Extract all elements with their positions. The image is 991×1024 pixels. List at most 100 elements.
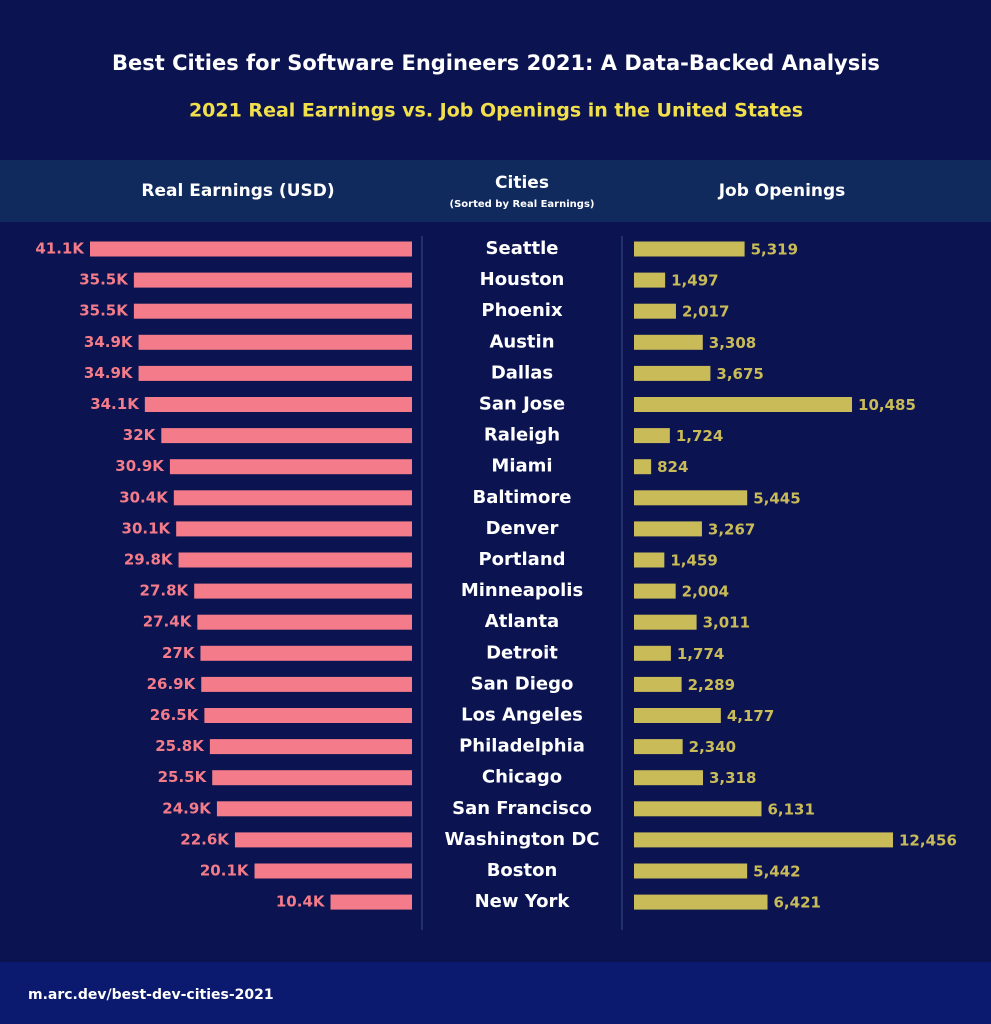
bar [634,614,697,630]
bar [204,708,412,723]
value-label: 25.5K [158,768,208,786]
value-label: 29.8K [124,551,174,569]
bar [634,645,671,661]
value-label: 35.5K [79,302,129,320]
bar [330,894,412,910]
value-label: 5,445 [753,489,800,507]
value-label: 41.1K [35,240,85,258]
value-label: 1,459 [670,552,717,570]
value-label: 27K [162,644,196,662]
category-label: Houston [480,269,565,290]
chart-title: Best Cities for Software Engineers 2021:… [112,51,880,75]
bar [634,832,893,848]
category-label: Minneapolis [461,580,583,601]
value-label: 3,318 [709,769,756,787]
value-label: 2,289 [688,676,735,694]
bar [169,459,412,475]
bar [178,552,412,568]
bar [634,459,652,475]
value-label: 2,340 [689,738,736,756]
category-label: New York [475,891,571,912]
category-label: Seattle [486,238,559,259]
bar [634,521,702,537]
bar [634,334,703,350]
category-label: San Jose [479,394,565,415]
column-note: (Sorted by Real Earnings) [450,199,595,210]
category-label: Portland [478,549,565,570]
value-label: 27.4K [143,613,193,631]
value-label: 34.9K [84,364,134,382]
bar [209,739,412,755]
value-label: 1,774 [677,645,724,663]
category-label: Washington DC [445,829,600,850]
bar [212,770,412,786]
bar [634,708,721,723]
column-header: Job Openings [718,181,846,201]
bar [133,303,412,319]
footer-url: m.arc.dev/best-dev-cities-2021 [28,987,274,1003]
bar [634,428,670,444]
value-label: 6,131 [767,800,814,818]
bar [634,583,676,599]
bar [194,583,412,599]
bar [634,365,711,381]
category-label: Baltimore [472,487,571,508]
value-label: 6,421 [774,894,821,912]
bar [254,863,412,879]
bar [161,428,412,444]
category-label: Chicago [482,767,562,788]
value-label: 26.5K [150,706,200,724]
value-label: 25.8K [155,737,205,755]
value-label: 30.4K [119,488,169,506]
value-label: 34.1K [90,395,140,413]
bar [634,676,682,692]
bar [634,894,768,910]
bar [634,801,762,817]
bar [634,397,853,412]
bar [634,552,665,568]
category-label: Raleigh [484,425,560,446]
value-label: 10,485 [858,396,916,414]
column-header: Real Earnings (USD) [141,181,334,201]
category-label: Dallas [491,362,553,383]
header-band [0,160,991,222]
column-header: Cities [495,173,549,193]
value-label: 3,308 [709,334,756,352]
footer-band [0,962,991,1024]
category-label: Phoenix [481,300,563,321]
category-label: Denver [486,518,559,539]
bar [201,676,412,692]
bar [634,739,683,755]
value-label: 2,004 [682,583,729,601]
bar [144,397,412,412]
value-label: 1,497 [671,272,718,290]
value-label: 34.9K [84,333,134,351]
value-label: 4,177 [727,707,774,725]
category-label: Detroit [486,642,558,663]
category-label: Boston [487,860,558,881]
value-label: 5,442 [753,863,800,881]
bar [173,490,412,506]
value-label: 27.8K [140,582,190,600]
bar [634,770,703,786]
bar [197,614,412,630]
category-label: Philadelphia [459,736,585,757]
value-label: 22.6K [180,830,230,848]
value-label: 824 [657,458,688,476]
bar [90,241,412,257]
value-label: 24.9K [162,799,212,817]
value-label: 5,319 [751,241,798,259]
value-label: 12,456 [899,831,957,849]
category-label: Atlanta [485,611,559,632]
category-label: Austin [489,331,554,352]
chart-subtitle: 2021 Real Earnings vs. Job Openings in t… [189,100,803,122]
bar [133,272,412,288]
category-label: San Francisco [452,798,592,819]
value-label: 30.9K [115,457,165,475]
bar [200,645,412,661]
bar [216,801,412,817]
value-label: 2,017 [682,303,729,321]
value-label: 20.1K [200,862,250,880]
value-label: 3,011 [703,614,750,632]
